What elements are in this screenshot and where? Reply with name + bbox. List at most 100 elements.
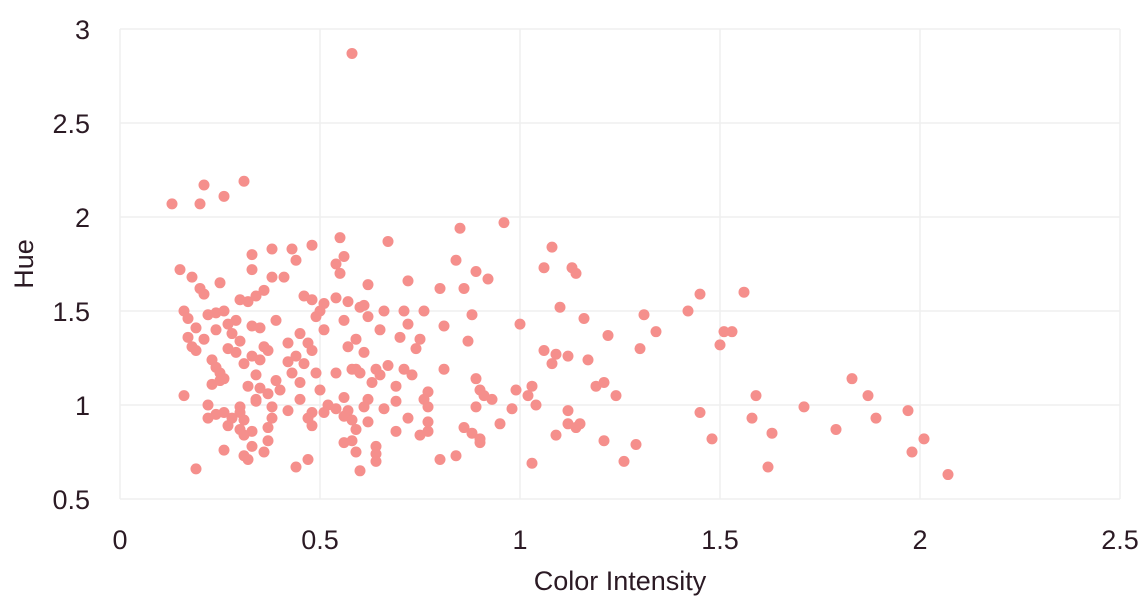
data-point bbox=[202, 399, 214, 411]
data-point bbox=[350, 446, 362, 458]
data-point bbox=[470, 373, 482, 385]
data-point bbox=[610, 390, 622, 402]
data-point bbox=[350, 333, 362, 345]
data-point bbox=[470, 401, 482, 413]
data-point bbox=[482, 273, 494, 285]
data-point bbox=[318, 324, 330, 336]
data-point bbox=[218, 444, 230, 456]
data-point bbox=[182, 313, 194, 325]
data-point bbox=[550, 348, 562, 360]
data-point bbox=[546, 241, 558, 253]
data-point bbox=[282, 405, 294, 417]
data-point bbox=[366, 376, 378, 388]
data-point bbox=[726, 326, 738, 338]
data-point bbox=[358, 401, 370, 413]
data-point bbox=[418, 305, 430, 317]
data-point bbox=[218, 190, 230, 202]
data-point bbox=[194, 198, 206, 210]
data-point bbox=[414, 429, 426, 441]
data-point bbox=[402, 275, 414, 287]
data-point bbox=[370, 440, 382, 452]
data-point bbox=[374, 324, 386, 336]
data-point bbox=[294, 393, 306, 405]
data-point bbox=[178, 390, 190, 402]
data-point bbox=[254, 322, 266, 334]
data-point bbox=[830, 423, 842, 435]
data-point bbox=[398, 363, 410, 375]
data-point bbox=[450, 254, 462, 266]
data-point bbox=[330, 258, 342, 270]
data-point bbox=[346, 435, 358, 447]
data-point bbox=[238, 414, 250, 426]
data-point bbox=[406, 369, 418, 381]
data-point bbox=[398, 305, 410, 317]
data-point bbox=[266, 243, 278, 255]
data-point bbox=[766, 427, 778, 439]
data-point bbox=[450, 450, 462, 462]
data-point bbox=[462, 335, 474, 347]
data-point bbox=[278, 271, 290, 283]
data-point bbox=[238, 175, 250, 187]
x-axis-title: Color Intensity bbox=[534, 566, 707, 596]
x-tick-label: 2.5 bbox=[1101, 525, 1139, 555]
x-tick-label: 2 bbox=[912, 525, 927, 555]
data-point bbox=[242, 296, 254, 308]
data-point bbox=[306, 239, 318, 251]
data-point bbox=[862, 390, 874, 402]
data-point bbox=[434, 454, 446, 466]
x-tick-label: 1 bbox=[512, 525, 527, 555]
data-point bbox=[230, 346, 242, 358]
data-point bbox=[254, 382, 266, 394]
data-point bbox=[762, 461, 774, 473]
data-point bbox=[422, 401, 434, 413]
grid-layer bbox=[119, 28, 1121, 500]
points-layer bbox=[166, 47, 954, 481]
data-point bbox=[510, 384, 522, 396]
data-point bbox=[330, 367, 342, 379]
y-tick-label: 0.5 bbox=[52, 485, 90, 515]
data-point bbox=[526, 380, 538, 392]
data-point bbox=[390, 425, 402, 437]
data-point bbox=[262, 422, 274, 434]
data-point bbox=[486, 393, 498, 405]
data-point bbox=[498, 217, 510, 229]
y-tick-label: 2 bbox=[75, 203, 90, 233]
data-point bbox=[242, 454, 254, 466]
data-point bbox=[682, 305, 694, 317]
data-point bbox=[382, 360, 394, 372]
data-point bbox=[738, 286, 750, 298]
data-point bbox=[390, 395, 402, 407]
data-point bbox=[282, 337, 294, 349]
data-point bbox=[238, 429, 250, 441]
data-point bbox=[546, 358, 558, 370]
data-point bbox=[318, 407, 330, 419]
data-point bbox=[846, 373, 858, 385]
data-point bbox=[530, 399, 542, 411]
y-tick-label: 1 bbox=[75, 391, 90, 421]
data-point bbox=[394, 331, 406, 343]
data-point bbox=[166, 198, 178, 210]
data-point bbox=[474, 437, 486, 449]
data-point bbox=[602, 329, 614, 341]
data-point bbox=[186, 271, 198, 283]
data-point bbox=[454, 222, 466, 234]
data-point bbox=[210, 324, 222, 336]
data-point bbox=[550, 429, 562, 441]
data-point bbox=[370, 448, 382, 460]
data-point bbox=[870, 412, 882, 424]
data-point bbox=[306, 344, 318, 356]
data-point bbox=[226, 328, 238, 340]
data-point bbox=[358, 346, 370, 358]
data-point bbox=[294, 328, 306, 340]
data-point bbox=[266, 401, 278, 413]
data-point bbox=[290, 350, 302, 362]
data-point bbox=[382, 235, 394, 247]
data-point bbox=[494, 418, 506, 430]
data-point bbox=[350, 423, 362, 435]
data-point bbox=[526, 457, 538, 469]
data-point bbox=[246, 440, 258, 452]
data-point bbox=[598, 435, 610, 447]
data-point bbox=[258, 446, 270, 458]
data-point bbox=[314, 384, 326, 396]
data-point bbox=[254, 354, 266, 366]
